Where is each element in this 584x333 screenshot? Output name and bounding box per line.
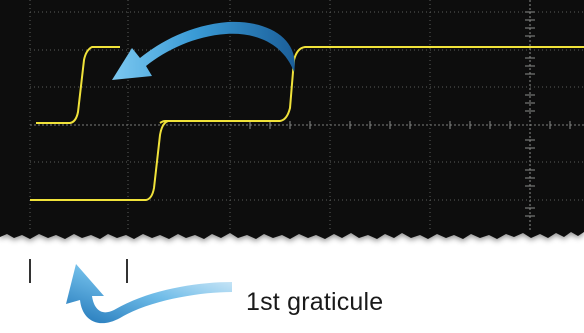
- annotation-label: 1st graticule: [246, 288, 384, 316]
- center-axis-ticks: [249, 121, 571, 129]
- waveform-upper-shifted: [36, 46, 120, 124]
- graticule-grid: [29, 0, 584, 232]
- scope-screen: [0, 0, 584, 239]
- waveform-lower-step: [30, 120, 169, 201]
- curved-arrow-left-icon: [112, 21, 295, 80]
- waveform-middle-step: [159, 46, 584, 124]
- center-axis-vertical: [525, 0, 535, 232]
- waveforms: [30, 46, 584, 201]
- screen-background: [0, 0, 584, 239]
- curved-arrow-up-icon: [66, 264, 232, 324]
